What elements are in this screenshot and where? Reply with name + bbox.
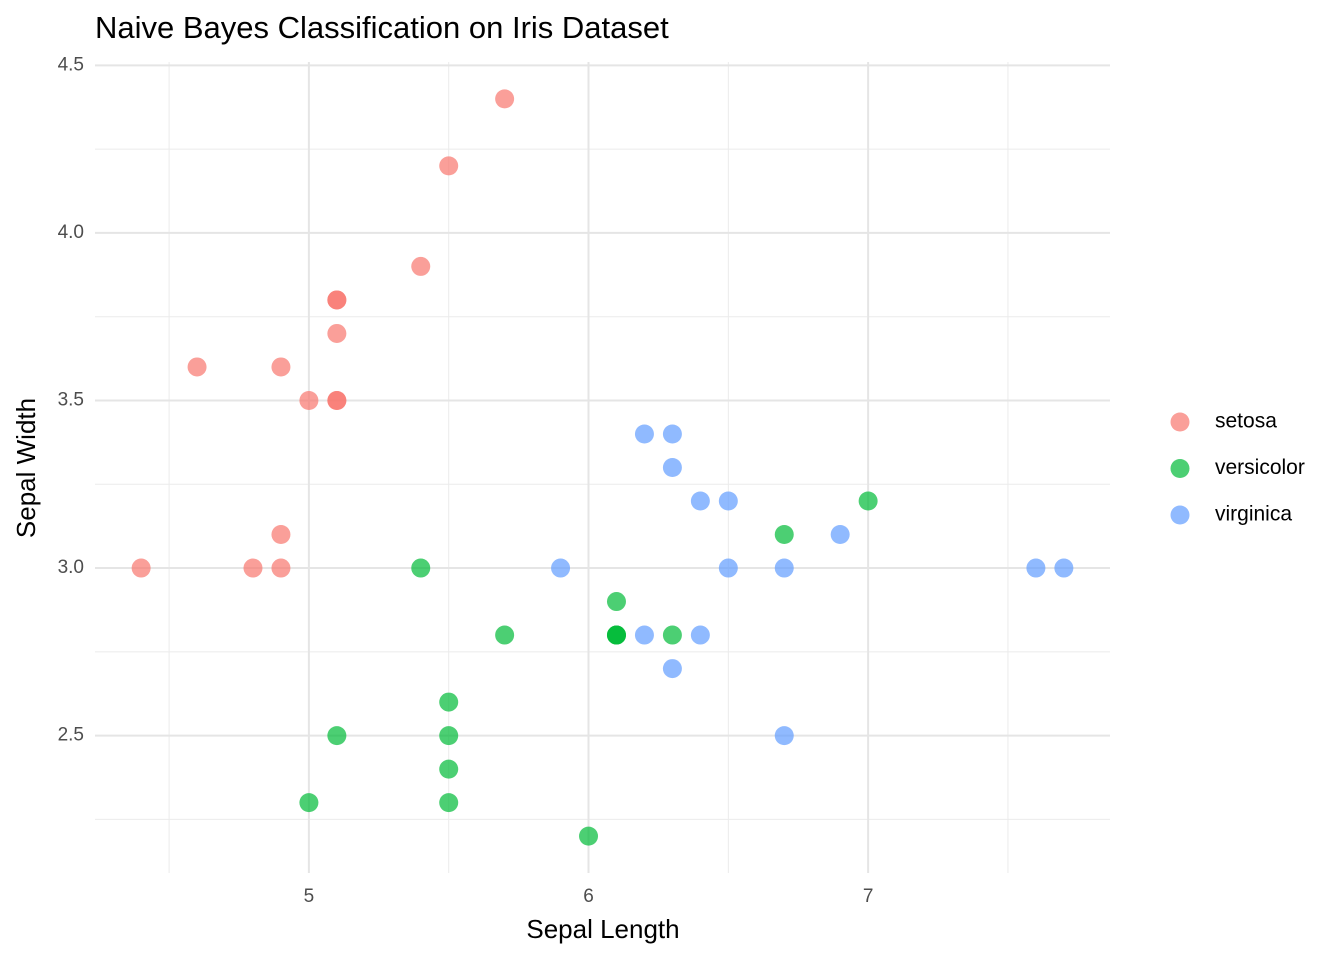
point: [439, 726, 459, 746]
point: [439, 759, 459, 779]
x-tick-label: 6: [583, 886, 594, 907]
y-tick-label: 4.0: [58, 222, 84, 243]
point: [327, 726, 347, 746]
point: [606, 625, 626, 645]
point: [131, 558, 151, 578]
point: [606, 592, 626, 612]
point: [439, 793, 459, 813]
point: [858, 491, 878, 511]
point: [1054, 558, 1074, 578]
x-axis-label: Sepal Length: [526, 914, 679, 944]
legend-label: setosa: [1215, 410, 1277, 433]
point: [830, 525, 850, 545]
legend-label: virginica: [1215, 503, 1292, 526]
point: [327, 290, 347, 310]
point: [1026, 558, 1046, 578]
y-tick-label: 4.5: [58, 54, 84, 75]
point: [718, 558, 738, 578]
point: [690, 625, 710, 645]
chart-title: Naive Bayes Classification on Iris Datas…: [95, 10, 669, 45]
point: [718, 491, 738, 511]
point: [411, 256, 431, 276]
point: [634, 625, 654, 645]
point: [551, 558, 571, 578]
legend-marker: [1170, 459, 1190, 478]
point: [662, 625, 682, 645]
x-tick-label: 7: [863, 886, 874, 907]
point: [774, 525, 794, 545]
point: [271, 525, 291, 545]
point: [662, 424, 682, 444]
point: [495, 625, 515, 645]
point: [439, 692, 459, 712]
point: [495, 89, 515, 109]
point: [662, 659, 682, 679]
point: [299, 390, 319, 410]
point: [271, 558, 291, 578]
point: [662, 458, 682, 477]
y-tick-label: 3.5: [58, 389, 84, 410]
y-axis-label: Sepal Width: [11, 398, 41, 538]
legend-label: versicolor: [1215, 456, 1305, 479]
x-tick-label: 5: [304, 886, 315, 907]
point: [439, 156, 459, 176]
point: [411, 558, 431, 578]
legend-marker: [1170, 505, 1190, 525]
point: [243, 558, 263, 578]
point: [299, 793, 319, 813]
point: [271, 357, 291, 377]
y-tick-label: 3.0: [58, 557, 84, 578]
legend-marker: [1170, 412, 1190, 432]
point: [774, 558, 794, 578]
point: [579, 826, 599, 846]
point: [327, 390, 347, 410]
point: [327, 323, 347, 343]
point: [690, 491, 710, 511]
y-tick-label: 2.5: [58, 725, 84, 746]
point: [634, 424, 654, 444]
point: [774, 726, 794, 746]
point: [187, 357, 207, 377]
